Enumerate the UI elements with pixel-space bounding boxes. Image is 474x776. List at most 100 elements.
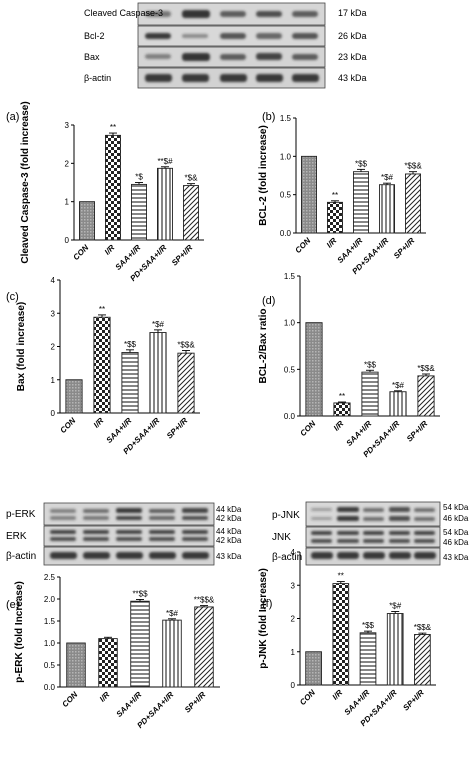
y-tick-label: 0.0 (280, 229, 292, 238)
x-tick-label: CON (60, 690, 79, 709)
panel-label: (a) (6, 111, 19, 123)
significance-label: *$$& (417, 364, 435, 373)
bar (131, 183, 147, 241)
y-tick-label: 0 (51, 409, 56, 418)
bar (359, 632, 377, 686)
significance-label: *$# (381, 173, 394, 182)
blot-kda: 46 kDa (443, 538, 469, 547)
y-tick-label: 1 (65, 198, 70, 207)
blot-label: Bcl-2 (84, 31, 105, 41)
significance-label: *$# (166, 609, 179, 618)
bar (98, 638, 118, 688)
y-tick-label: 2 (65, 159, 70, 168)
significance-label: *$$& (414, 623, 432, 632)
bar (405, 173, 421, 234)
significance-label: **$$ (132, 589, 148, 598)
bar (327, 201, 343, 234)
blot-kda: 17 kDa (338, 8, 367, 18)
panel-label: (b) (262, 111, 275, 123)
x-tick-label: CON (58, 416, 77, 435)
blot-kda: 54 kDa (443, 528, 469, 537)
significance-label: *$ (135, 173, 143, 182)
y-tick-label: 1.5 (44, 617, 56, 626)
y-tick-label: 1 (51, 376, 56, 385)
x-tick-label: SP+I/R (183, 690, 208, 715)
significance-label: *$& (185, 174, 199, 183)
significance-label: *$$ (362, 621, 375, 630)
chart-panel: (d) 0.0 0.5 1.0 1.5 BCL-2/Bax ratio CON ** I/R *$… (258, 272, 440, 459)
chart-panel: (b) 0.0 0.5 1.0 1.5 BCL-2 (fold increase) CON *… (258, 111, 426, 276)
x-tick-label: I/R (332, 419, 346, 433)
panel-label: (f) (262, 598, 272, 610)
y-tick-label: 0.5 (44, 661, 56, 670)
bar (389, 391, 407, 417)
x-tick-label: SP+I/R (170, 243, 195, 268)
bar (149, 332, 167, 414)
y-tick-label: 1.5 (284, 272, 296, 281)
y-tick-label: 1.0 (280, 152, 292, 161)
x-tick-label: I/R (331, 688, 345, 702)
y-tick-label: 2.5 (44, 573, 56, 582)
x-tick-label: SP+I/R (392, 236, 417, 261)
y-tick-label: 1.0 (44, 639, 56, 648)
y-axis-label: p-JNK (fold Increase) (258, 568, 269, 669)
panel-label: (c) (6, 291, 19, 303)
y-tick-label: 0 (65, 236, 70, 245)
y-axis-label: p-ERK (fold Increase) (14, 581, 25, 683)
y-axis-label: Bax (fold increase) (16, 302, 27, 391)
bar (414, 634, 431, 686)
x-tick-label: SAA+I/R (115, 690, 144, 719)
y-axis-label: BCL-2/Bax ratio (258, 308, 269, 383)
significance-label: *$$& (404, 162, 422, 171)
significance-label: **$$& (194, 596, 215, 605)
x-tick-label: I/R (103, 243, 117, 257)
y-axis-label: BCL-2 (fold increase) (258, 125, 269, 226)
blot-kda: 43 kDa (216, 552, 242, 561)
x-tick-label: I/R (98, 690, 112, 704)
blot-kda: 42 kDa (216, 514, 242, 523)
blot-kda: 46 kDa (443, 514, 469, 523)
bar (417, 375, 435, 417)
blot-label: Bax (84, 52, 100, 62)
blot-kda: 42 kDa (216, 536, 242, 545)
significance-label: *$$& (177, 340, 195, 349)
blot-label: p-ERK (6, 509, 36, 520)
y-tick-label: 3 (291, 581, 296, 590)
panel-label: (d) (262, 295, 275, 307)
y-tick-label: 2 (51, 343, 56, 352)
significance-label: *$$ (124, 340, 137, 349)
blot-top: Cleaved Caspase-3 Bcl-2 Bax β-actin 17 k… (84, 2, 367, 89)
significance-label: *$# (152, 320, 165, 329)
blot-label: ERK (6, 531, 27, 542)
panel-label: (e) (6, 599, 19, 611)
significance-label: ** (339, 392, 345, 401)
significance-label: ** (338, 572, 344, 581)
bar (333, 402, 351, 417)
significance-label: *$$ (364, 360, 377, 369)
bar (194, 606, 214, 688)
x-tick-label: CON (71, 243, 90, 262)
y-tick-label: 0.5 (280, 191, 292, 200)
y-tick-label: 3 (51, 309, 56, 318)
blot-kda: 23 kDa (338, 52, 367, 62)
bar (386, 613, 404, 686)
bar (177, 352, 195, 414)
chart-panel: (f) 0 1 2 3 4 p-JNK (fold Increase) CON ** I/R *$$… (258, 548, 436, 728)
bar (379, 184, 395, 234)
blot-label: β-actin (272, 552, 302, 563)
blot-kda: 44 kDa (216, 527, 242, 536)
significance-label: ** (110, 123, 116, 132)
x-tick-label: CON (298, 688, 317, 707)
significance-label: *$# (392, 381, 405, 390)
blot-label: β-actin (6, 551, 36, 562)
blot-label: p-JNK (272, 510, 300, 521)
blot-kda: 54 kDa (443, 503, 469, 512)
bar (79, 201, 95, 241)
y-tick-label: 3 (65, 121, 70, 130)
bar (157, 167, 173, 241)
blot-kda: 26 kDa (338, 31, 367, 41)
y-tick-label: 0.0 (284, 412, 296, 421)
y-tick-label: 4 (291, 548, 296, 557)
bar-charts: (a) 0 1 2 3 Cleaved Caspase-3 (fold increase)… (6, 101, 440, 730)
